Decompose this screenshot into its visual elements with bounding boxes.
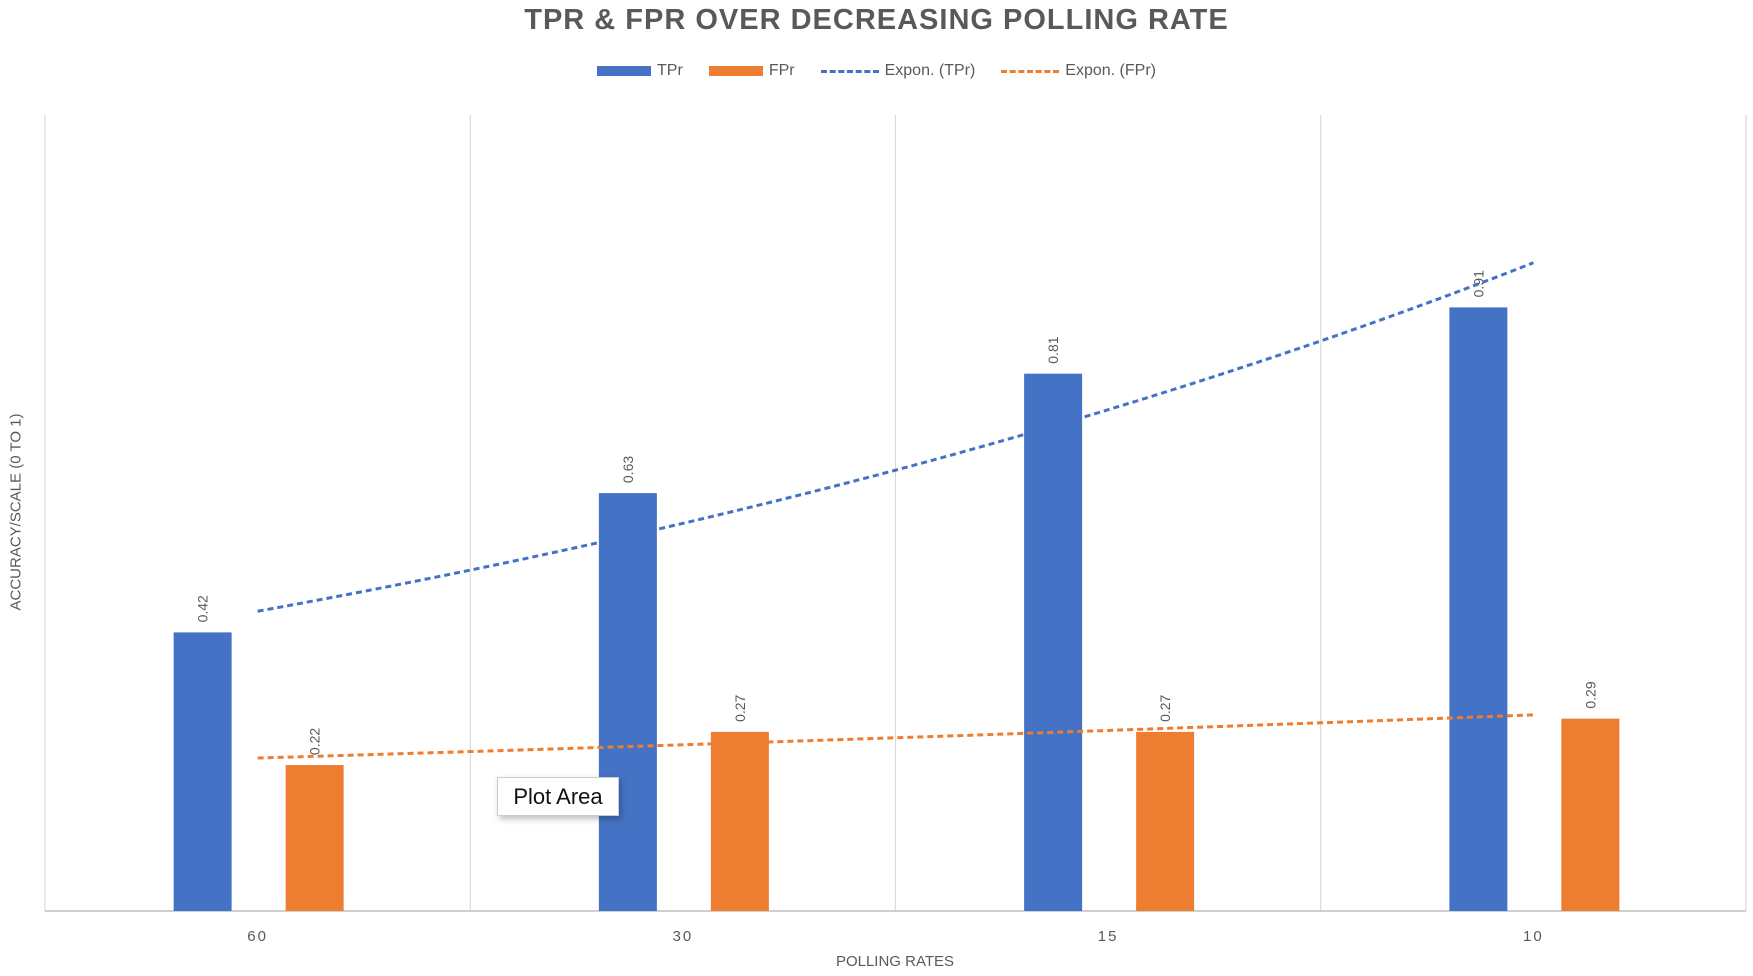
data-label: 0.27 [732,694,748,721]
plot-area-tooltip: Plot Area [497,777,619,816]
bar-fpr [1561,718,1620,911]
bar-tpr [1024,373,1083,911]
bar-fpr [710,731,769,911]
bar-tpr [598,493,657,911]
chart-title: TPR & FPR OVER DECREASING POLLING RATE [524,4,1229,36]
bar-tpr [173,632,232,911]
legend-label: FPr [768,62,795,79]
legend-label: Expon. (TPr) [884,62,976,79]
x-axis-title: POLLING RATES [835,953,955,970]
data-label: 0.22 [307,728,323,755]
legend-swatch [820,69,879,73]
legend-swatch [1001,69,1060,73]
legend-item-tpr: TPr [597,62,683,80]
x-tick-label: 60 [247,928,268,945]
data-label: 0.63 [620,456,636,483]
trendline-tpr [257,261,1534,613]
legend-label: TPr [657,62,683,79]
legend-item-expon-fpr: Expon. (FPr) [1001,62,1156,80]
trendline-fpr [257,713,1534,760]
legend-item-expon-tpr: Expon. (TPr) [820,62,976,80]
x-tick-label: 10 [1523,928,1544,945]
bar-fpr [285,765,344,911]
data-label: 0.81 [1045,336,1061,363]
y-axis-title: ACCURACY/SCALE (0 TO 1) [7,413,25,611]
data-label: 0.27 [1157,694,1173,721]
legend: TPr FPr Expon. (TPr) Expon. (FPr) [0,62,1753,80]
x-tick-label: 15 [1098,928,1119,945]
legend-swatch [708,66,763,76]
bar-fpr [1136,731,1195,911]
bar-tpr [1449,307,1508,911]
x-tick-label: 30 [673,928,694,945]
data-label: 0.29 [1582,681,1598,708]
legend-swatch [597,66,652,76]
data-label: 0.42 [195,595,211,622]
legend-item-fpr: FPr [708,62,795,80]
legend-label: Expon. (FPr) [1065,62,1156,79]
